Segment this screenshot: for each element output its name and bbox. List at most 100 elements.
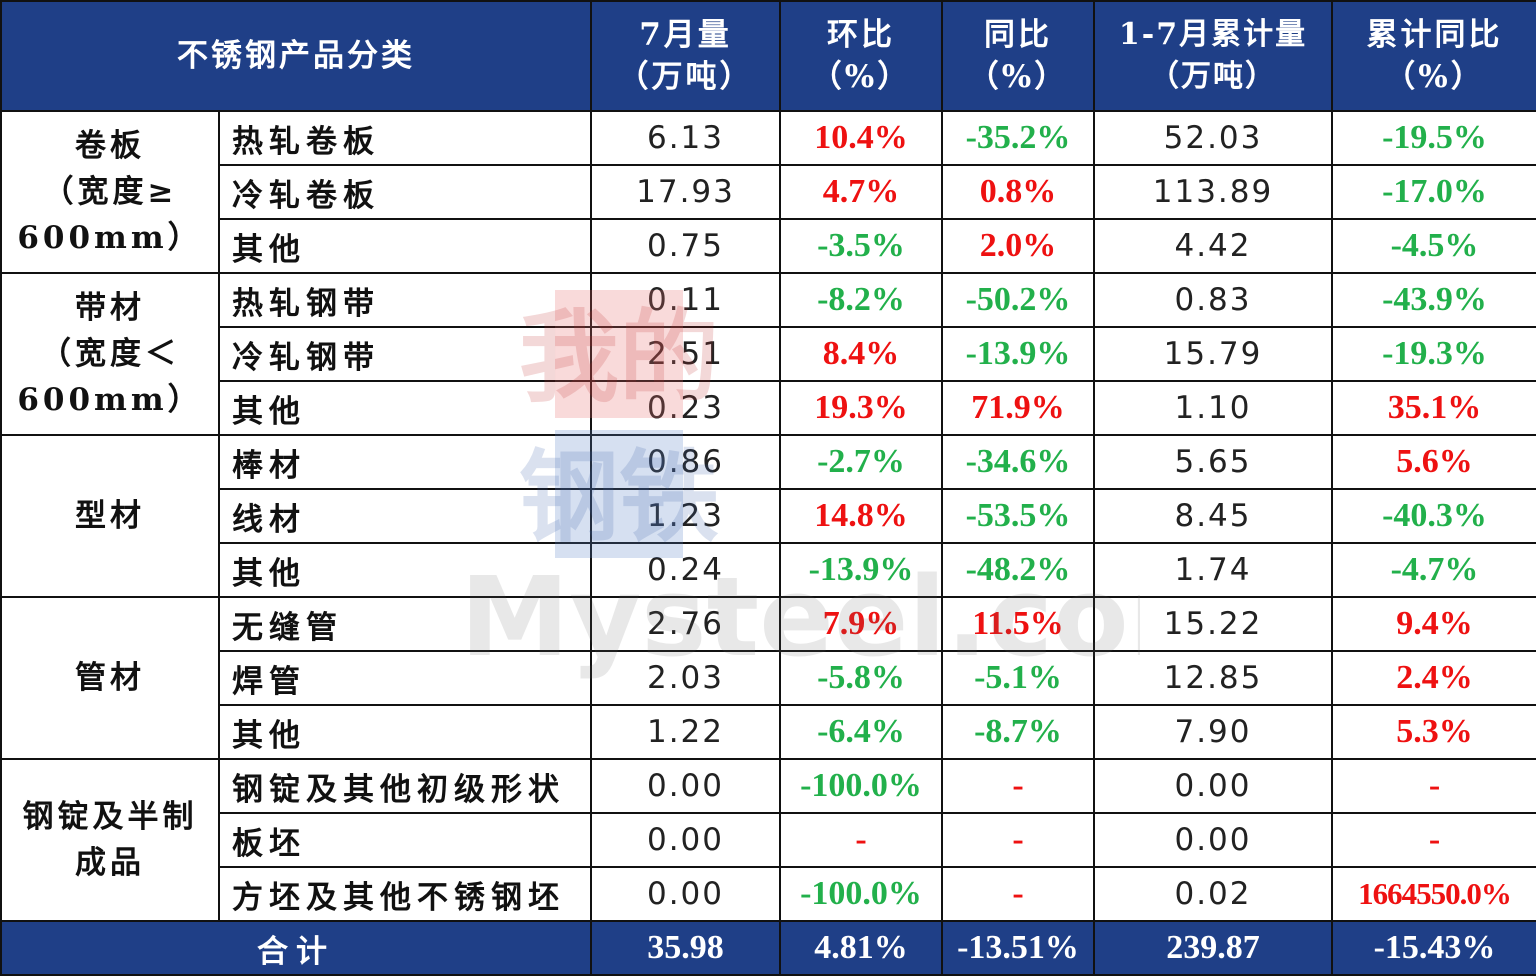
table-row: 其他 0.24 -13.9% -48.2% 1.74 -4.7% bbox=[1, 542, 1536, 598]
total-label: 合计 bbox=[0, 920, 592, 976]
header-row: 不锈钢产品分类 7月量 （万吨） 环比 （%） 同比 （%） 1-7月累计量 （… bbox=[0, 0, 1536, 112]
product-name-cell: 热轧钢带 bbox=[218, 272, 592, 328]
table-row: 型材 棒材 0.86 -2.7% -34.6% 5.65 5.6% bbox=[0, 434, 1536, 598]
header-yoy: 同比 （%） bbox=[941, 0, 1095, 112]
cumulative-yoy-cell: -4.5% bbox=[1331, 218, 1536, 274]
cumulative-yoy-cell: - bbox=[1331, 812, 1536, 868]
header-mom-line2: （%） bbox=[810, 59, 912, 95]
july-volume-cell: 2.76 bbox=[590, 596, 781, 652]
table-row: 线材 1.23 14.8% -53.5% 8.45 -40.3% bbox=[1, 488, 1536, 544]
cumulative-volume-cell: 0.83 bbox=[1093, 272, 1333, 328]
total-cumulative-value: 239.87 bbox=[1093, 920, 1333, 976]
table-row: 冷轧钢带 2.51 8.4% -13.9% 15.79 -19.3% bbox=[1, 326, 1536, 382]
july-volume-cell: 0.11 bbox=[590, 272, 781, 328]
total-mom-value: 4.81% bbox=[779, 920, 943, 976]
table-row: 钢锭及半制 成品 钢锭及其他初级形状 0.00 -100.0% -0.00- bbox=[0, 758, 1536, 922]
header-yoy-line2: （%） bbox=[967, 59, 1069, 95]
yoy-change-cell: -5.1% bbox=[941, 650, 1095, 706]
yoy-change-cell: -13.9% bbox=[941, 326, 1095, 382]
table-row: 其他 1.22 -6.4% -8.7% 7.90 5.3% bbox=[1, 704, 1536, 760]
category-group-line: 带材 bbox=[75, 290, 145, 326]
cumulative-volume-cell: 7.90 bbox=[1093, 704, 1333, 760]
header-cumulative-yoy-line2: （%） bbox=[1384, 59, 1485, 95]
category-group-line: （宽度≥ bbox=[42, 174, 178, 210]
cumulative-volume-cell: 12.85 bbox=[1093, 650, 1333, 706]
header-july-line1: 7月量 bbox=[639, 17, 732, 53]
total-july-value: 35.98 bbox=[590, 920, 781, 976]
mom-change-cell: -100.0% bbox=[779, 866, 943, 922]
total-row: 合计 35.98 4.81% -13.51% 239.87 -15.43% bbox=[0, 920, 1536, 976]
yoy-change-cell: -35.2% bbox=[941, 110, 1095, 166]
cumulative-yoy-cell: 5.6% bbox=[1331, 434, 1536, 490]
category-group-label: 管材 bbox=[0, 596, 220, 760]
cumulative-volume-cell: 15.79 bbox=[1093, 326, 1333, 382]
table-row: 焊管 2.03 -5.8% -5.1% 12.85 2.4% bbox=[1, 650, 1536, 706]
cumulative-volume-cell: 0.00 bbox=[1093, 812, 1333, 868]
july-volume-cell: 1.22 bbox=[590, 704, 781, 760]
mom-change-cell: -3.5% bbox=[779, 218, 943, 274]
cumulative-volume-cell: 8.45 bbox=[1093, 488, 1333, 544]
header-yoy-line1: 同比 bbox=[984, 17, 1052, 53]
product-name-cell: 焊管 bbox=[218, 650, 592, 706]
header-mom: 环比 （%） bbox=[779, 0, 943, 112]
cumulative-yoy-cell: -19.5% bbox=[1331, 110, 1536, 166]
header-mom-line1: 环比 bbox=[827, 17, 895, 53]
header-category-text: 不锈钢产品分类 bbox=[177, 38, 415, 74]
table-row: 带材 （宽度＜ 600mm） 热轧钢带 0.11 -8.2% -50.2% 0.83 -43.9… bbox=[0, 272, 1536, 436]
category-group-line: （宽度＜ bbox=[40, 336, 180, 372]
cumulative-yoy-cell: -4.7% bbox=[1331, 542, 1536, 598]
category-group-label: 带材 （宽度＜ 600mm） bbox=[0, 272, 220, 436]
cumulative-yoy-cell: 2.4% bbox=[1331, 650, 1536, 706]
july-volume-cell: 0.75 bbox=[590, 218, 781, 274]
july-volume-cell: 2.51 bbox=[590, 326, 781, 382]
cumulative-yoy-cell: 1664550.0% bbox=[1331, 866, 1536, 922]
mom-change-cell: -2.7% bbox=[779, 434, 943, 490]
category-group-line: 成品 bbox=[75, 845, 145, 881]
cumulative-volume-cell: 4.42 bbox=[1093, 218, 1333, 274]
yoy-change-cell: - bbox=[941, 812, 1095, 868]
category-group-label: 型材 bbox=[0, 434, 220, 598]
header-july-volume: 7月量 （万吨） bbox=[590, 0, 781, 112]
product-name-cell: 其他 bbox=[218, 704, 592, 760]
yoy-change-cell: 11.5% bbox=[941, 596, 1095, 652]
july-volume-cell: 0.24 bbox=[590, 542, 781, 598]
header-cumulative-yoy-line1: 累计同比 bbox=[1366, 17, 1503, 53]
table-header: 不锈钢产品分类 7月量 （万吨） 环比 （%） 同比 （%） 1-7月累计量 （… bbox=[0, 0, 1536, 112]
july-volume-cell: 2.03 bbox=[590, 650, 781, 706]
table-row: 冷轧卷板 17.93 4.7% 0.8% 113.89 -17.0% bbox=[1, 164, 1536, 220]
yoy-change-cell: -48.2% bbox=[941, 542, 1095, 598]
mom-change-cell: 10.4% bbox=[779, 110, 943, 166]
table-row: 其他 0.23 19.3% 71.9% 1.10 35.1% bbox=[1, 380, 1536, 436]
mom-change-cell: 19.3% bbox=[779, 380, 943, 436]
cumulative-yoy-cell: 5.3% bbox=[1331, 704, 1536, 760]
product-name-cell: 冷轧卷板 bbox=[218, 164, 592, 220]
product-name-cell: 线材 bbox=[218, 488, 592, 544]
cumulative-yoy-cell: -43.9% bbox=[1331, 272, 1536, 328]
yoy-change-cell: 2.0% bbox=[941, 218, 1095, 274]
table-row: 其他 0.75 -3.5% 2.0% 4.42 -4.5% bbox=[1, 218, 1536, 274]
product-name-cell: 其他 bbox=[218, 380, 592, 436]
header-cumulative-line2: （万吨） bbox=[1149, 59, 1277, 94]
category-group-line: 型材 bbox=[75, 498, 145, 534]
category-group-label: 钢锭及半制 成品 bbox=[0, 758, 220, 922]
mom-change-cell: 8.4% bbox=[779, 326, 943, 382]
july-volume-cell: 0.23 bbox=[590, 380, 781, 436]
table-footer: 合计 35.98 4.81% -13.51% 239.87 -15.43% bbox=[0, 920, 1536, 976]
category-group-line: 600mm） bbox=[17, 382, 203, 418]
yoy-change-cell: -50.2% bbox=[941, 272, 1095, 328]
product-name-cell: 棒材 bbox=[218, 434, 592, 490]
cumulative-yoy-cell: -40.3% bbox=[1331, 488, 1536, 544]
july-volume-cell: 0.00 bbox=[590, 812, 781, 868]
july-volume-cell: 0.00 bbox=[590, 866, 781, 922]
cumulative-yoy-cell: -19.3% bbox=[1331, 326, 1536, 382]
mom-change-cell: 4.7% bbox=[779, 164, 943, 220]
cumulative-yoy-cell: 9.4% bbox=[1331, 596, 1536, 652]
product-name-cell: 板坯 bbox=[218, 812, 592, 868]
header-cumulative-yoy: 累计同比 （%） bbox=[1331, 0, 1536, 112]
category-group-label: 卷板 （宽度≥ 600mm） bbox=[0, 110, 220, 274]
cumulative-yoy-cell: 35.1% bbox=[1331, 380, 1536, 436]
yoy-change-cell: -53.5% bbox=[941, 488, 1095, 544]
yoy-change-cell: -8.7% bbox=[941, 704, 1095, 760]
mom-change-cell: -100.0% bbox=[779, 758, 943, 814]
